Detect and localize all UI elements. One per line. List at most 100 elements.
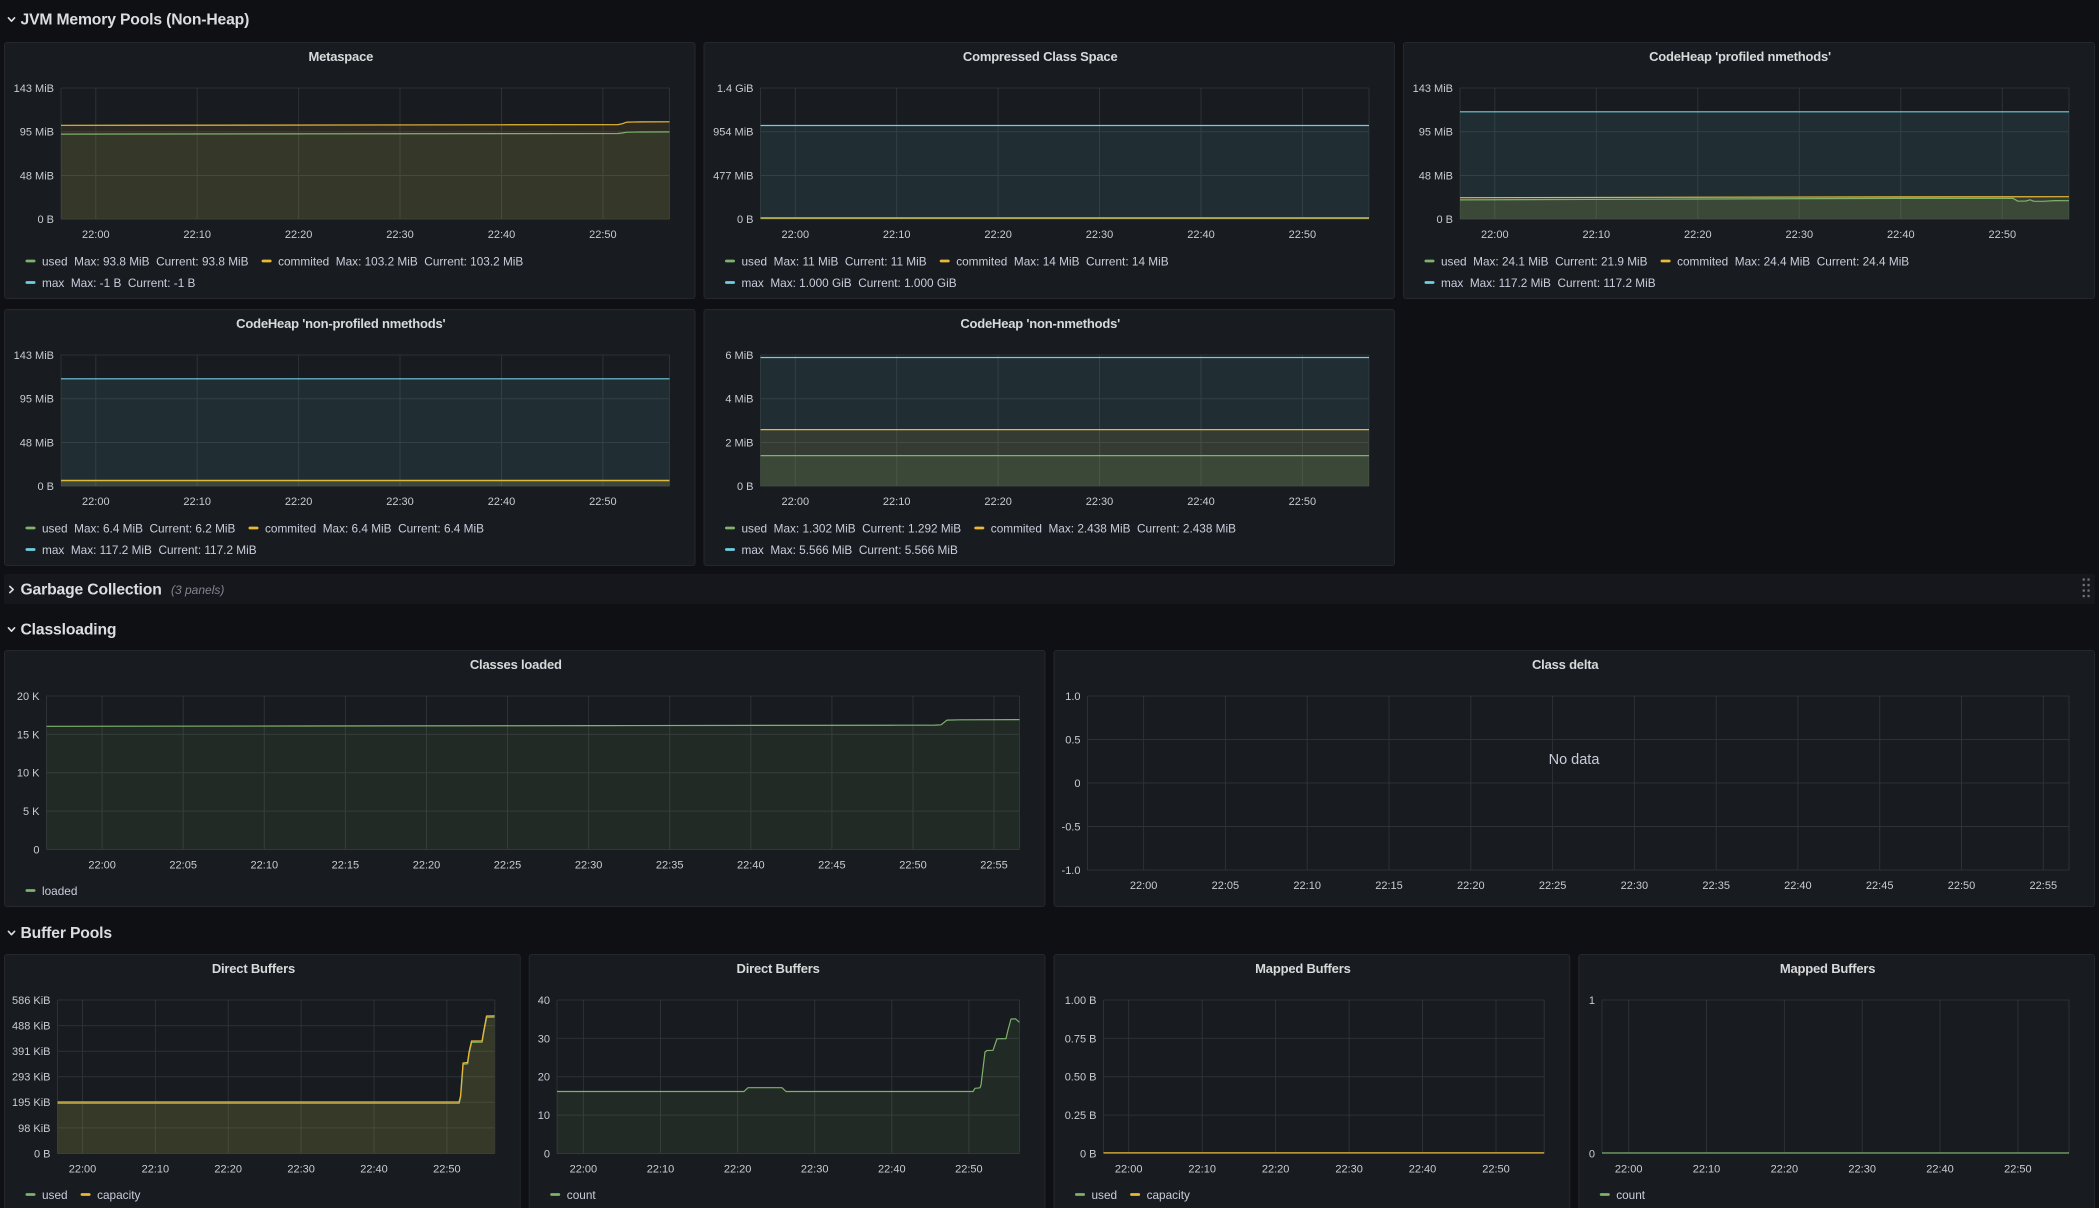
svg-text:used Max: 93.8 MiB Current:: used Max: 93.8 MiB Current: 93.8 MiB bbox=[42, 254, 249, 268]
svg-text:22:30: 22:30 bbox=[1848, 1163, 1876, 1175]
svg-text:22:00: 22:00 bbox=[782, 229, 810, 241]
svg-text:48 MiB: 48 MiB bbox=[20, 437, 54, 449]
svg-text:(3 panels): (3 panels) bbox=[171, 583, 224, 597]
svg-text:98 KiB: 98 KiB bbox=[18, 1123, 50, 1135]
svg-text:0.5: 0.5 bbox=[1065, 734, 1080, 746]
svg-text:max Max: 117.2 MiB Current:: max Max: 117.2 MiB Current: 117.2 MiB bbox=[1441, 276, 1656, 290]
svg-text:used: used bbox=[42, 1188, 68, 1202]
svg-text:22:40: 22:40 bbox=[1887, 229, 1915, 241]
svg-text:48 MiB: 48 MiB bbox=[1419, 170, 1453, 182]
svg-text:22:40: 22:40 bbox=[1784, 880, 1812, 892]
svg-text:Mapped Buffers: Mapped Buffers bbox=[1780, 961, 1875, 976]
svg-text:22:10: 22:10 bbox=[1693, 1163, 1721, 1175]
svg-text:used Max: 6.4 MiB Current: 6: used Max: 6.4 MiB Current: 6.2 MiB bbox=[42, 521, 236, 535]
svg-text:22:50: 22:50 bbox=[589, 229, 617, 241]
svg-text:22:20: 22:20 bbox=[1684, 229, 1712, 241]
svg-text:count: count bbox=[1616, 1188, 1646, 1202]
svg-text:JVM Memory Pools (Non-Heap): JVM Memory Pools (Non-Heap) bbox=[21, 12, 250, 29]
svg-text:22:50: 22:50 bbox=[433, 1163, 461, 1175]
svg-text:0: 0 bbox=[1589, 1148, 1595, 1160]
svg-text:commited Max: 6.4 MiB Curren: commited Max: 6.4 MiB Current: 6.4 MiB bbox=[265, 521, 484, 535]
svg-text:22:05: 22:05 bbox=[1212, 880, 1240, 892]
svg-text:0 B: 0 B bbox=[1080, 1148, 1097, 1160]
svg-text:143 MiB: 143 MiB bbox=[14, 350, 54, 362]
svg-text:22:55: 22:55 bbox=[980, 859, 1008, 871]
svg-text:2 MiB: 2 MiB bbox=[725, 437, 753, 449]
svg-text:Direct Buffers: Direct Buffers bbox=[737, 961, 820, 976]
svg-text:0.25 B: 0.25 B bbox=[1065, 1110, 1097, 1122]
svg-text:0 B: 0 B bbox=[37, 481, 54, 493]
svg-text:22:40: 22:40 bbox=[360, 1163, 388, 1175]
svg-text:22:50: 22:50 bbox=[899, 859, 927, 871]
svg-text:-0.5: -0.5 bbox=[1062, 821, 1081, 833]
svg-text:22:50: 22:50 bbox=[1989, 229, 2017, 241]
svg-text:Classloading: Classloading bbox=[21, 622, 117, 639]
svg-text:22:10: 22:10 bbox=[183, 229, 211, 241]
svg-text:22:40: 22:40 bbox=[1187, 496, 1215, 508]
svg-text:0: 0 bbox=[544, 1148, 550, 1160]
svg-text:586 KiB: 586 KiB bbox=[12, 995, 51, 1007]
svg-text:0.75 B: 0.75 B bbox=[1065, 1033, 1097, 1045]
svg-text:22:50: 22:50 bbox=[1289, 229, 1317, 241]
svg-text:22:20: 22:20 bbox=[285, 229, 313, 241]
svg-text:22:30: 22:30 bbox=[1786, 229, 1814, 241]
svg-text:1.4 GiB: 1.4 GiB bbox=[717, 83, 754, 95]
svg-text:Classes loaded: Classes loaded bbox=[470, 657, 562, 672]
svg-text:used Max: 11 MiB Current: 11: used Max: 11 MiB Current: 11 MiB bbox=[742, 254, 927, 268]
svg-text:22:00: 22:00 bbox=[1481, 229, 1509, 241]
svg-text:used Max: 24.1 MiB Current:: used Max: 24.1 MiB Current: 21.9 MiB bbox=[1441, 254, 1648, 268]
svg-text:used: used bbox=[1092, 1188, 1118, 1202]
svg-text:10 K: 10 K bbox=[17, 768, 40, 780]
svg-text:195 KiB: 195 KiB bbox=[12, 1097, 51, 1109]
svg-text:293 KiB: 293 KiB bbox=[12, 1072, 51, 1084]
svg-text:20 K: 20 K bbox=[17, 691, 40, 703]
svg-text:22:30: 22:30 bbox=[801, 1163, 829, 1175]
svg-text:22:10: 22:10 bbox=[1293, 880, 1321, 892]
svg-text:5 K: 5 K bbox=[23, 806, 40, 818]
svg-text:6 MiB: 6 MiB bbox=[725, 350, 753, 362]
svg-text:0 B: 0 B bbox=[737, 481, 754, 493]
svg-text:22:10: 22:10 bbox=[883, 229, 911, 241]
svg-text:30: 30 bbox=[538, 1033, 550, 1045]
svg-text:Buffer Pools: Buffer Pools bbox=[21, 925, 113, 942]
svg-text:0 B: 0 B bbox=[34, 1148, 51, 1160]
svg-text:0 B: 0 B bbox=[37, 214, 54, 226]
svg-text:22:20: 22:20 bbox=[413, 859, 441, 871]
svg-text:22:40: 22:40 bbox=[1926, 1163, 1954, 1175]
svg-text:10: 10 bbox=[538, 1110, 550, 1122]
svg-text:1.0: 1.0 bbox=[1065, 691, 1080, 703]
svg-text:22:10: 22:10 bbox=[1188, 1163, 1216, 1175]
svg-text:22:00: 22:00 bbox=[782, 496, 810, 508]
svg-text:22:40: 22:40 bbox=[488, 229, 516, 241]
svg-text:22:55: 22:55 bbox=[2030, 880, 2058, 892]
svg-text:22:30: 22:30 bbox=[1335, 1163, 1363, 1175]
svg-text:22:30: 22:30 bbox=[386, 229, 414, 241]
svg-text:95 MiB: 95 MiB bbox=[1419, 127, 1453, 139]
svg-text:22:50: 22:50 bbox=[1948, 880, 1976, 892]
svg-text:22:30: 22:30 bbox=[1086, 229, 1114, 241]
svg-text:954 MiB: 954 MiB bbox=[713, 127, 753, 139]
svg-text:22:45: 22:45 bbox=[1866, 880, 1894, 892]
svg-text:22:20: 22:20 bbox=[984, 229, 1012, 241]
svg-text:22:30: 22:30 bbox=[1086, 496, 1114, 508]
svg-text:max Max: 1.000 GiB Current:: max Max: 1.000 GiB Current: 1.000 GiB bbox=[742, 276, 957, 290]
svg-text:488 KiB: 488 KiB bbox=[12, 1021, 51, 1033]
svg-text:22:00: 22:00 bbox=[1115, 1163, 1143, 1175]
svg-text:used Max: 1.302 MiB Current:: used Max: 1.302 MiB Current: 1.292 MiB bbox=[742, 521, 962, 535]
svg-text:143 MiB: 143 MiB bbox=[14, 83, 54, 95]
svg-text:22:40: 22:40 bbox=[737, 859, 765, 871]
svg-text:22:00: 22:00 bbox=[88, 859, 116, 871]
svg-text:22:10: 22:10 bbox=[647, 1163, 675, 1175]
svg-text:143 MiB: 143 MiB bbox=[1413, 83, 1453, 95]
svg-text:22:45: 22:45 bbox=[818, 859, 846, 871]
svg-text:22:20: 22:20 bbox=[214, 1163, 242, 1175]
svg-text:22:10: 22:10 bbox=[1583, 229, 1611, 241]
svg-text:477 MiB: 477 MiB bbox=[713, 170, 753, 182]
svg-text:22:30: 22:30 bbox=[1621, 880, 1649, 892]
svg-text:max Max: 5.566 MiB Current:: max Max: 5.566 MiB Current: 5.566 MiB bbox=[742, 543, 958, 557]
svg-text:1: 1 bbox=[1589, 995, 1595, 1007]
svg-text:max Max: -1 B Current: -1 B: max Max: -1 B Current: -1 B bbox=[42, 276, 196, 290]
svg-text:0: 0 bbox=[1074, 778, 1080, 790]
svg-text:22:10: 22:10 bbox=[142, 1163, 170, 1175]
svg-text:Mapped Buffers: Mapped Buffers bbox=[1255, 961, 1350, 976]
